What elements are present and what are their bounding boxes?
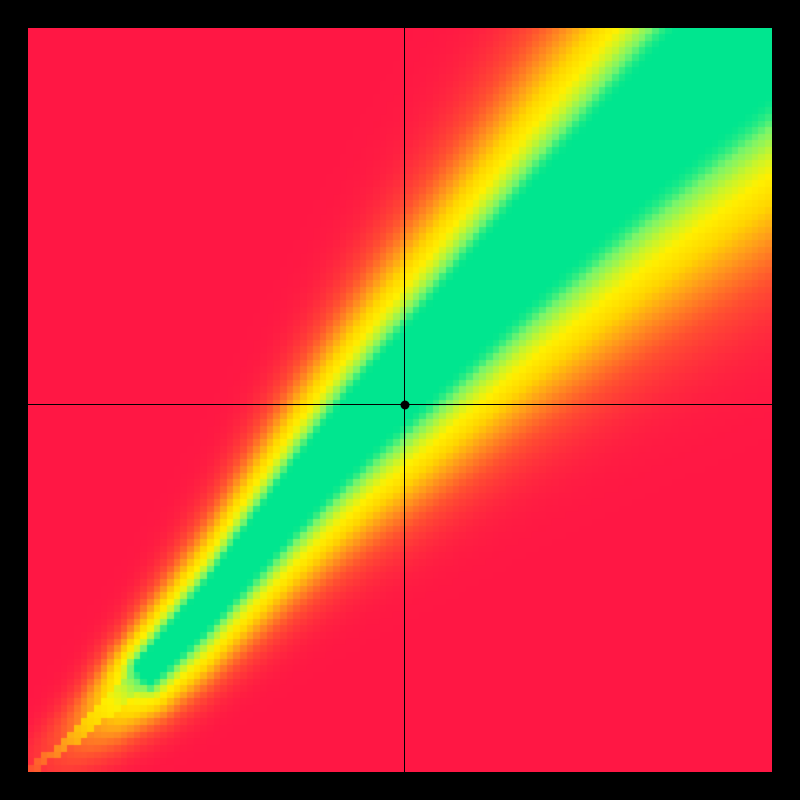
watermark-text: TheBottleneck.com (589, 4, 786, 28)
crosshair-marker (400, 400, 409, 409)
plot-frame (28, 28, 772, 772)
heatmap-canvas (28, 28, 772, 772)
chart-container: TheBottleneck.com (0, 0, 800, 800)
